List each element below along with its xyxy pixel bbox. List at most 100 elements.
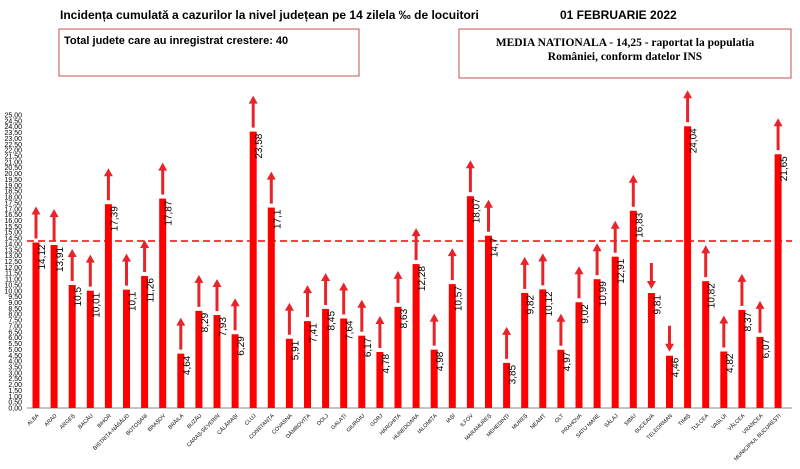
trend-up-arrow-icon	[85, 254, 95, 287]
y-tick-label: 6,50	[8, 329, 22, 336]
category-label: ALBA	[26, 413, 40, 427]
trend-up-arrow-icon	[610, 220, 620, 253]
value-label: 18,07	[471, 198, 482, 223]
y-tick-label: 10,50	[4, 282, 22, 289]
value-label: 8,37	[743, 311, 754, 331]
value-label: 7,93	[218, 317, 229, 337]
bar	[68, 284, 76, 408]
bar	[177, 353, 185, 408]
value-label: 10,12	[544, 291, 555, 316]
trend-down-arrow-icon	[646, 263, 656, 290]
bars-group	[32, 126, 782, 409]
trend-up-arrow-icon	[592, 243, 602, 276]
category-label: IAȘI	[445, 413, 456, 424]
growth-note-box	[58, 28, 360, 77]
y-tick-label: 0,00	[8, 406, 22, 413]
value-label: 6,07	[761, 338, 772, 358]
trend-up-arrow-icon	[103, 168, 113, 201]
trend-up-arrow-icon	[429, 313, 439, 346]
value-label: 16,83	[634, 212, 645, 237]
bar	[340, 318, 348, 408]
category-labels-group: ALBA ARAD ARGEȘ BACĂU BIHORBISTRIȚA-NĂSĂUDBO…	[26, 412, 782, 462]
bar	[647, 293, 655, 408]
value-label: 8,29	[200, 312, 211, 332]
bar	[50, 244, 58, 408]
y-tick-label: 2,00	[8, 382, 22, 389]
y-tick-label: 22,50	[4, 142, 22, 149]
y-tick-label: 2,50	[8, 376, 22, 383]
category-label: BRĂILA	[167, 412, 186, 431]
y-tick-label: 16,50	[4, 212, 22, 219]
category-label: GIURGIU	[346, 413, 367, 434]
trend-up-arrow-icon	[339, 282, 349, 315]
y-tick-label: 3,00	[8, 370, 22, 377]
y-tick-label: 7,50	[8, 318, 22, 325]
bar	[104, 204, 112, 408]
trend-up-arrow-icon	[49, 208, 59, 241]
bar	[503, 362, 511, 408]
value-label: 14,7	[490, 237, 501, 257]
value-label: 3,85	[508, 364, 519, 384]
bar	[702, 281, 710, 408]
category-label: BIHOR	[96, 413, 112, 429]
bar	[738, 309, 746, 408]
value-label: 8,63	[399, 308, 410, 328]
bar	[123, 289, 130, 408]
trend-up-arrow-icon	[447, 248, 457, 281]
value-label: 7,64	[345, 320, 356, 340]
y-tick-label: 1,00	[8, 394, 22, 401]
value-label: 10,82	[707, 283, 718, 308]
trend-up-arrow-icon	[194, 274, 204, 307]
y-tick-label: 20,00	[4, 171, 22, 178]
bar	[521, 292, 529, 408]
trend-up-arrow-icon	[284, 302, 294, 335]
trend-up-arrow-icon	[411, 228, 421, 261]
bar	[394, 306, 402, 408]
y-tick-label: 17,50	[4, 200, 22, 207]
trend-up-arrow-icon	[755, 300, 765, 333]
y-tick-label: 12,50	[4, 259, 22, 266]
bar	[539, 289, 547, 408]
category-label: ARAD	[44, 413, 59, 428]
y-tick-label: 1,50	[8, 388, 22, 395]
y-tick-label: 6,00	[8, 335, 22, 342]
value-label: 4,98	[435, 351, 446, 371]
trend-up-arrow-icon	[248, 95, 258, 128]
y-tick-label: 10,00	[4, 288, 22, 295]
value-label: 4,64	[182, 355, 193, 375]
value-label: 21,65	[779, 156, 790, 181]
value-label: 9,81	[652, 295, 663, 315]
national-average-box	[458, 28, 792, 79]
value-label: 13,91	[55, 247, 66, 272]
y-tick-label: 9,50	[8, 294, 22, 301]
value-label: 17,87	[164, 200, 175, 225]
value-label: 10,5	[73, 287, 84, 307]
value-label: 9,02	[580, 304, 591, 324]
bar	[231, 334, 239, 408]
y-tick-label: 25,00	[4, 113, 22, 120]
bar	[195, 310, 203, 408]
chart-title: Incidența cumulată a cazurilor la nivel …	[60, 8, 479, 22]
y-tick-label: 13,50	[4, 247, 22, 254]
value-label: 10,57	[453, 286, 464, 311]
national-average-line2: României, conform datelor INS	[548, 51, 702, 63]
bar	[557, 349, 565, 408]
trend-up-arrow-icon	[176, 317, 186, 350]
value-label: 17,1	[272, 209, 283, 229]
value-label: 12,91	[616, 258, 627, 283]
bar	[756, 336, 764, 408]
category-label: NEAMȚ	[530, 413, 548, 431]
trend-up-arrow-icon	[683, 90, 693, 123]
bar	[666, 355, 673, 408]
y-tick-label: 8,00	[8, 312, 22, 319]
y-tick-label: 5,50	[8, 341, 22, 348]
value-label: 6,29	[236, 336, 247, 356]
bar	[358, 335, 366, 408]
value-label: 9,82	[526, 294, 537, 314]
value-label: 7,41	[309, 323, 320, 343]
trend-up-arrow-icon	[393, 270, 403, 303]
trend-up-arrow-icon	[556, 313, 566, 346]
value-label: 23,58	[254, 133, 265, 158]
category-label: BUZĂU	[185, 412, 203, 430]
